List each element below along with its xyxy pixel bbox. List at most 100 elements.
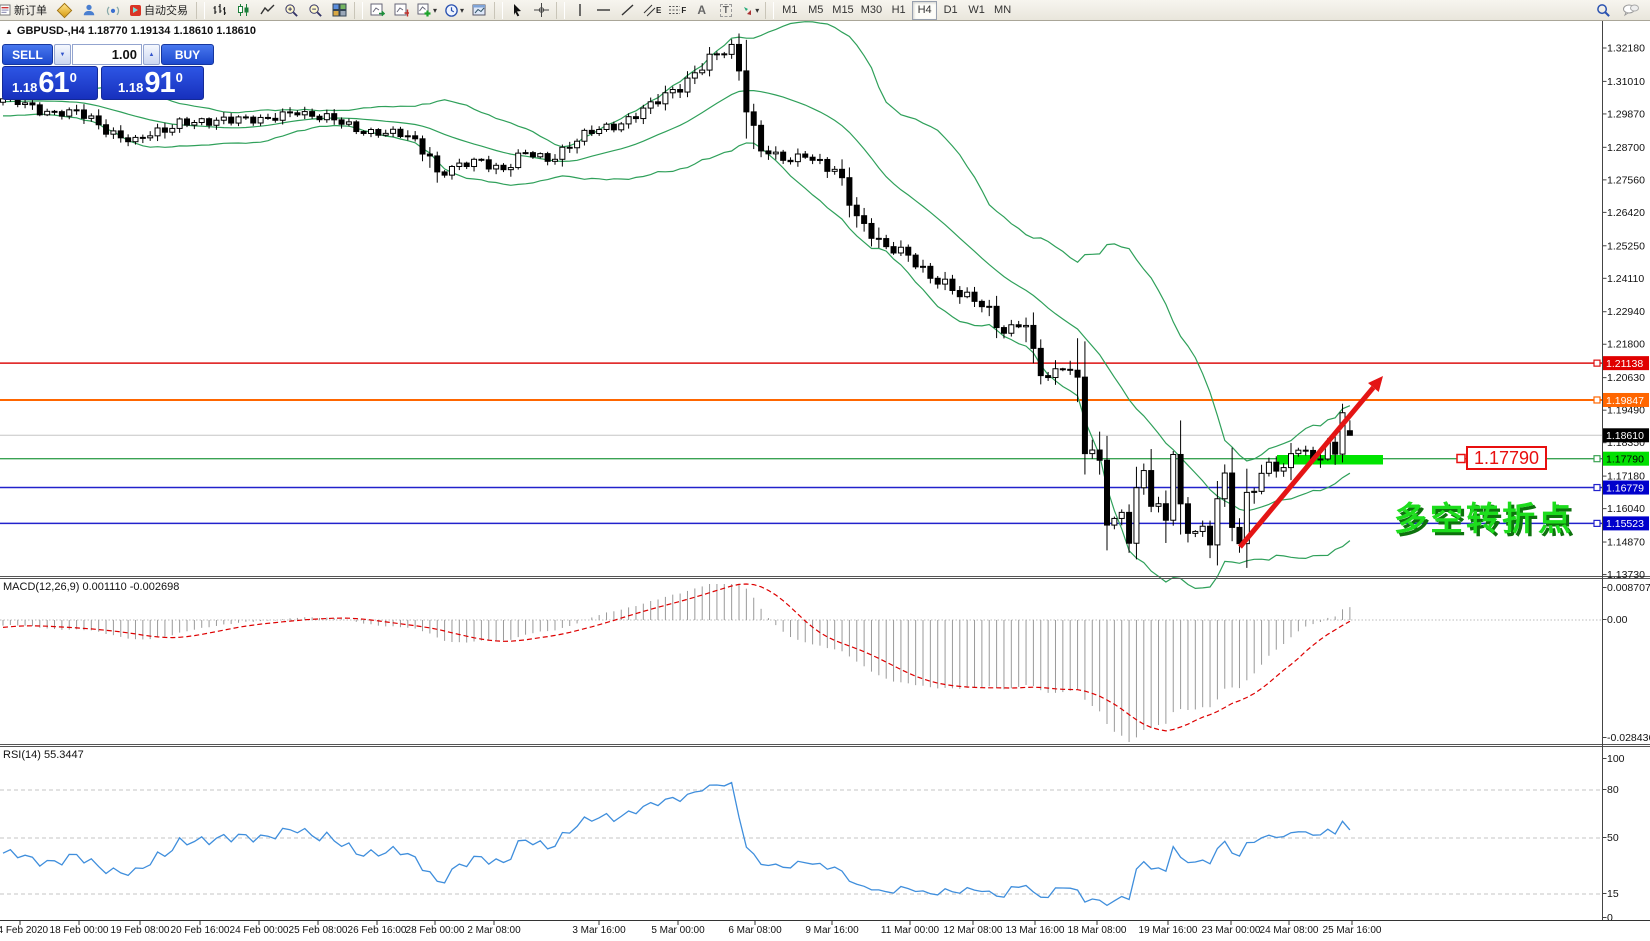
price-axis-label: 1.21800 — [1607, 339, 1645, 351]
time-axis-label: 11 Mar 00:00 — [881, 925, 940, 936]
bull-candle — [169, 127, 176, 133]
bull-candle — [323, 113, 330, 121]
add-indicator-button[interactable]: ▾ — [414, 1, 440, 20]
chart-forward-button[interactable] — [366, 1, 389, 20]
timeframe-button-w1[interactable]: W1 — [968, 4, 985, 16]
rsi-axis-label: 0 — [1607, 912, 1613, 924]
buy-price-display[interactable]: 1.18 91 0 — [101, 66, 204, 100]
bollinger-lower-band — [3, 113, 1351, 590]
bear-candle — [58, 111, 65, 117]
volume-increase-button[interactable]: ▲ — [143, 44, 160, 65]
sell-price-display[interactable]: 1.18 61 0 — [2, 66, 98, 100]
bull-candle — [404, 135, 411, 138]
bar-chart-button[interactable] — [208, 1, 231, 20]
bull-candle — [669, 89, 676, 94]
timeframe-button-m5[interactable]: M5 — [808, 4, 824, 16]
bull-candle — [713, 53, 720, 56]
bear-candle — [478, 158, 485, 161]
timeframe-button-d1[interactable]: D1 — [943, 4, 958, 16]
bull-candle — [964, 291, 971, 298]
bear-candle — [1000, 327, 1007, 334]
bull-candle — [1170, 453, 1177, 521]
text-label-glyph: T — [719, 3, 732, 17]
channel-glyph: E — [656, 5, 662, 15]
toolbar-right-group — [1592, 1, 1642, 20]
bull-candle — [691, 72, 698, 79]
buy-button[interactable]: BUY — [161, 44, 214, 65]
volume-decrease-button[interactable]: ▼ — [54, 44, 71, 65]
bull-candle — [471, 158, 478, 168]
gold-button[interactable] — [53, 1, 76, 20]
bear-candle — [419, 138, 426, 155]
time-axis-label: 25 Mar 16:00 — [1323, 925, 1382, 936]
timeframe-button-h1[interactable]: H1 — [891, 4, 906, 16]
callout-anchor-square — [1456, 453, 1466, 464]
chart-end-button[interactable] — [390, 1, 413, 20]
candlestick-chart-button[interactable] — [232, 1, 255, 20]
bull-candle — [699, 69, 706, 74]
new-order-label: 新订单 — [14, 5, 47, 17]
bull-candle — [522, 152, 529, 155]
channel-tool-button[interactable]: E — [640, 1, 664, 20]
bull-candle — [191, 122, 198, 126]
add-indicator-icon — [417, 3, 431, 17]
bull-candle — [625, 116, 632, 125]
community-button[interactable] — [77, 1, 100, 20]
dropdown-caret-icon: ▾ — [460, 5, 465, 15]
arrows-tool-icon — [744, 6, 752, 15]
timeframe-button-m1[interactable]: M1 — [782, 4, 798, 16]
time-axis-label: 19 Feb 08:00 — [111, 925, 170, 936]
trendline-icon — [621, 4, 634, 16]
rsi-axis-label: 80 — [1607, 784, 1619, 796]
broadcast-button[interactable] — [101, 1, 124, 20]
price-axis-label: 1.32180 — [1607, 43, 1645, 55]
price-badge — [1603, 392, 1649, 407]
bear-candle — [809, 156, 816, 161]
fibonacci-tool-button[interactable]: F — [665, 1, 689, 20]
bear-candle — [250, 116, 257, 124]
cursor-button[interactable] — [506, 1, 529, 20]
tile-windows-button[interactable] — [328, 1, 351, 20]
autotrading-label: 自动交易 — [144, 5, 188, 17]
text-tool-button[interactable]: A — [690, 1, 713, 20]
new-order-button[interactable]: 新订单 — [0, 1, 52, 20]
crosshair-button[interactable] — [530, 1, 553, 20]
zoom-out-button[interactable] — [304, 1, 327, 20]
bull-candle — [596, 128, 603, 135]
timeframe-button-mn[interactable]: MN — [994, 4, 1012, 16]
periods-button[interactable]: ▾ — [441, 1, 467, 20]
bear-candle — [890, 246, 897, 254]
bull-candle — [1214, 498, 1221, 546]
bull-candle — [257, 116, 264, 124]
trendline-tool-button[interactable] — [616, 1, 639, 20]
timeframe-button-m30[interactable]: M30 — [860, 4, 883, 16]
bear-candle — [1332, 441, 1339, 455]
text-label-tool-button[interactable]: T — [714, 1, 737, 20]
templates-button[interactable] — [468, 1, 491, 20]
template-icon — [472, 4, 486, 16]
volume-input[interactable] — [72, 44, 142, 65]
vertical-line-tool-button[interactable] — [568, 1, 591, 20]
search-button[interactable] — [1592, 1, 1615, 20]
line-chart-button[interactable] — [256, 1, 279, 20]
bear-candle — [184, 118, 190, 126]
arrows-tool-button[interactable]: ▾ — [738, 1, 762, 20]
bull-candle — [448, 165, 455, 176]
horizontal-line-tool-button[interactable] — [592, 1, 615, 20]
timeframe-button-h4[interactable]: H4 — [912, 0, 938, 20]
autotrading-button[interactable]: 自动交易 — [125, 1, 193, 20]
timeframe-button-m15[interactable]: M15 — [832, 4, 854, 16]
person-icon — [83, 4, 94, 16]
bear-candle — [912, 254, 919, 268]
chat-button[interactable] — [1619, 1, 1642, 20]
gold-diamond-icon — [56, 2, 73, 18]
bear-candle — [1207, 525, 1214, 546]
sell-button[interactable]: SELL — [2, 44, 53, 65]
bull-candle — [390, 128, 397, 134]
price-axis-label: 1.20630 — [1607, 372, 1645, 384]
toolbar-separator — [196, 1, 205, 19]
bull-candle — [1317, 458, 1324, 461]
zoom-in-button[interactable] — [280, 1, 303, 20]
bear-candle — [51, 110, 58, 113]
